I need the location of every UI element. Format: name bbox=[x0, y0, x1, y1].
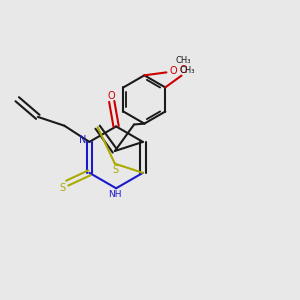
Text: O: O bbox=[108, 91, 116, 101]
Text: NH: NH bbox=[108, 190, 122, 199]
Text: CH₃: CH₃ bbox=[180, 66, 195, 75]
Text: CH₃: CH₃ bbox=[175, 56, 191, 65]
Text: O: O bbox=[179, 65, 187, 75]
Text: N: N bbox=[79, 135, 87, 146]
Text: O: O bbox=[169, 66, 177, 76]
Text: S: S bbox=[60, 183, 66, 194]
Text: S: S bbox=[113, 165, 119, 175]
